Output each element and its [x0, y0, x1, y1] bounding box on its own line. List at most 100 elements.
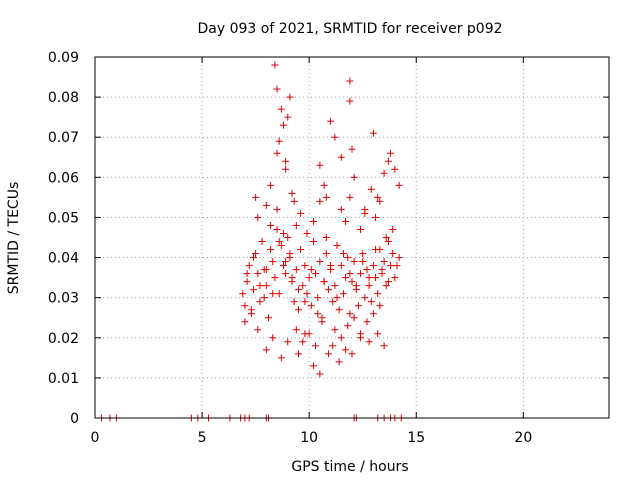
data-point-82 — [374, 290, 382, 298]
data-point-47 — [299, 282, 307, 290]
data-point-92 — [241, 318, 249, 326]
data-point-106 — [331, 326, 339, 334]
data-point-89 — [389, 250, 397, 258]
data-point-109 — [350, 314, 358, 322]
data-point-37 — [277, 242, 285, 250]
data-point-19 — [239, 290, 247, 298]
data-point-77 — [363, 266, 371, 274]
data-point-86 — [382, 282, 390, 290]
data-point-27 — [256, 298, 264, 306]
data-point-124 — [294, 286, 302, 294]
data-point-175 — [277, 354, 285, 362]
x-tick-label-4: 20 — [514, 430, 532, 446]
data-point-114 — [382, 234, 390, 241]
data-point-158 — [288, 189, 296, 197]
data-point-93 — [247, 306, 255, 314]
data-point-136 — [372, 246, 380, 254]
plot-frame — [94, 56, 610, 419]
data-point-137 — [378, 266, 386, 274]
data-point-117 — [249, 254, 257, 262]
data-point-69 — [346, 310, 354, 318]
data-point-113 — [376, 302, 384, 310]
data-point-25 — [252, 250, 260, 258]
data-point-26 — [254, 270, 262, 278]
data-point-85 — [380, 258, 388, 266]
data-point-79 — [367, 298, 375, 306]
data-point-49 — [303, 290, 311, 298]
data-point-24 — [249, 286, 257, 294]
y-tick-label-1: 0.01 — [48, 371, 79, 387]
data-point-157 — [282, 165, 290, 173]
data-point-183 — [342, 346, 350, 354]
data-point-168 — [391, 165, 399, 173]
data-point-174 — [269, 334, 277, 342]
data-point-186 — [365, 338, 373, 346]
data-point-95 — [260, 294, 268, 302]
data-point-120 — [269, 290, 277, 298]
data-point-159 — [290, 197, 298, 205]
data-point-156 — [267, 181, 275, 189]
data-point-199 — [342, 217, 350, 225]
data-point-143 — [279, 121, 287, 129]
data-point-46 — [297, 246, 305, 254]
tick-labels: 0 5 10 15 20 0 0.01 0.02 0.03 0.04 0.05 0.06 0.07 0.0… — [48, 50, 532, 446]
data-point-116 — [243, 270, 251, 278]
data-point-44 — [292, 266, 300, 274]
data-point-187 — [374, 330, 382, 338]
data-point-63 — [333, 242, 341, 250]
data-point-119 — [262, 266, 270, 274]
y-tick-label-2: 0.02 — [48, 331, 79, 347]
data-point-70 — [348, 278, 356, 286]
data-point-38 — [279, 262, 287, 270]
data-point-76 — [361, 294, 369, 302]
data-point-108 — [344, 322, 352, 330]
y-tick-label-3: 0.03 — [48, 291, 79, 307]
data-point-105 — [324, 350, 332, 358]
data-point-54 — [314, 294, 322, 302]
x-tick-label-0: 0 — [91, 430, 100, 446]
y-tick-label-5: 0.05 — [48, 210, 79, 226]
data-point-197 — [322, 234, 330, 241]
data-point-98 — [279, 229, 287, 237]
data-point-162 — [322, 193, 330, 201]
data-point-104 — [318, 318, 326, 326]
data-point-184 — [348, 350, 356, 358]
data-point-153 — [346, 97, 354, 105]
y-tick-label-4: 0.04 — [48, 251, 79, 267]
data-point-101 — [299, 338, 307, 346]
data-point-75 — [359, 250, 367, 258]
data-point-144 — [275, 137, 283, 145]
data-point-52 — [309, 238, 317, 246]
data-point-138 — [384, 278, 392, 286]
data-point-182 — [335, 358, 343, 366]
data-point-169 — [395, 181, 403, 189]
data-point-87 — [384, 238, 392, 246]
data-point-155 — [350, 173, 358, 181]
data-point-28 — [258, 238, 266, 246]
y-tick-label-7: 0.07 — [48, 130, 79, 146]
data-point-160 — [316, 161, 324, 169]
data-point-201 — [357, 225, 365, 233]
data-point-32 — [267, 246, 275, 254]
data-point-142 — [277, 105, 285, 113]
data-point-64 — [335, 306, 343, 314]
data-point-129 — [327, 262, 335, 270]
data-point-112 — [369, 310, 377, 318]
data-point-194 — [303, 229, 311, 237]
y-tick-label-8: 0.08 — [48, 90, 79, 106]
data-point-195 — [309, 217, 317, 225]
data-point-59 — [324, 286, 332, 294]
data-point-171 — [374, 193, 382, 201]
data-point-81 — [372, 274, 380, 282]
data-point-94 — [254, 326, 262, 334]
data-point-80 — [369, 262, 377, 270]
data-point-51 — [307, 302, 315, 310]
data-point-185 — [357, 334, 365, 342]
data-point-147 — [284, 113, 292, 121]
data-point-97 — [273, 205, 281, 213]
data-point-135 — [365, 274, 373, 282]
data-point-178 — [301, 330, 309, 338]
data-point-148 — [286, 93, 294, 101]
data-point-115 — [389, 225, 397, 233]
